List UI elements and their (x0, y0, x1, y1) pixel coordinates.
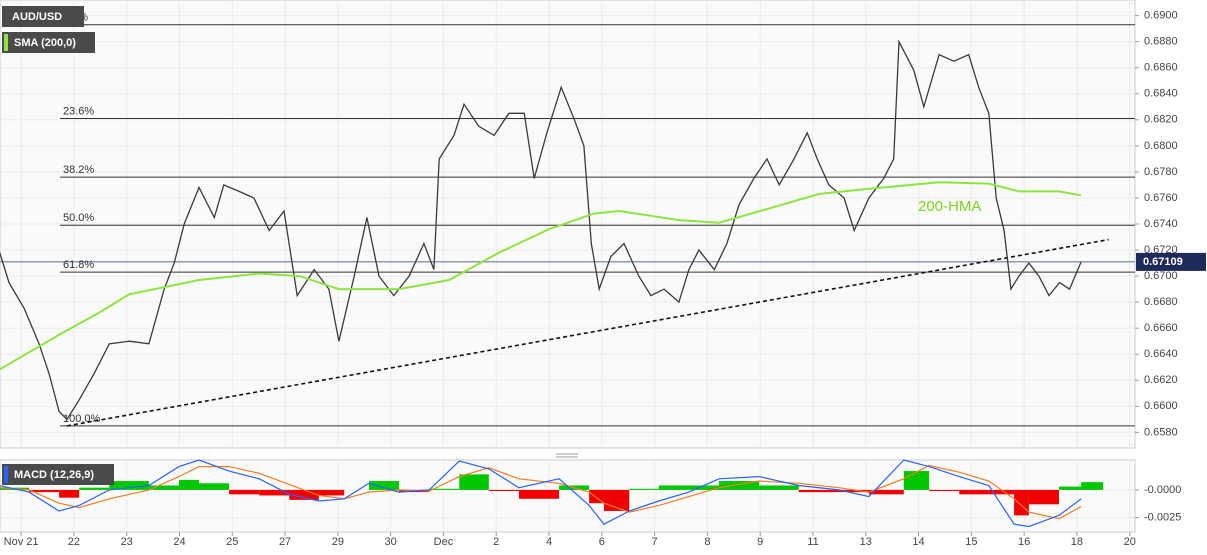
legend-swatch (4, 466, 8, 483)
y-tick-label: 0.6740 (1144, 218, 1178, 230)
fib-label: 50.0% (63, 212, 94, 224)
x-tick-label: 15 (965, 536, 977, 548)
histogram-bar (719, 481, 760, 490)
x-tick-label: 24 (173, 536, 185, 548)
y-tick-label: 0.6860 (1144, 62, 1178, 74)
x-tick-label: 4 (546, 536, 552, 548)
histogram-bar (929, 489, 960, 492)
x-tick-label: 18 (1071, 536, 1083, 548)
histogram-bar (178, 479, 200, 490)
histogram-bar (658, 485, 689, 490)
x-tick-label: 13 (860, 536, 872, 548)
x-tick-label: 8 (704, 536, 710, 548)
histogram-bar (229, 489, 260, 495)
x-tick-label: 6 (599, 536, 605, 548)
histogram-bar (289, 489, 319, 500)
legend-title: AUD/USD (12, 11, 62, 23)
x-tick-label: 27 (279, 536, 291, 548)
histogram-bar (59, 489, 80, 498)
histogram-bar (759, 485, 799, 490)
x-tick-label: 25 (226, 536, 238, 548)
histogram-bar (459, 474, 489, 490)
y-tick-label: 0.6800 (1144, 140, 1178, 152)
y-tick-label: -0.0025 (1144, 512, 1181, 524)
y-tick-label: 0.6600 (1144, 400, 1178, 412)
last-price-label: 0.67109 (1143, 256, 1183, 268)
signal-line (0, 464, 1082, 520)
x-tick-label: Nov 21 (4, 536, 39, 548)
x-tick-label: 29 (332, 536, 344, 548)
price-line (0, 39, 1082, 421)
x-tick-label: 30 (385, 536, 397, 548)
last-price-box (1136, 252, 1206, 271)
y-tick-label: 0.6620 (1144, 374, 1178, 386)
y-tick-label: 0.6780 (1144, 166, 1178, 178)
histogram-bar (429, 488, 460, 490)
y-tick-label: 0.6640 (1144, 348, 1178, 360)
macd-panel (0, 459, 1136, 533)
x-tick-label: 22 (68, 536, 80, 548)
histogram-bar (629, 488, 659, 490)
histogram-bar (29, 489, 60, 493)
y-tick-label: 0.6760 (1144, 192, 1178, 204)
legend-label: SMA (200,0) (14, 37, 76, 49)
histogram-bar (903, 471, 930, 490)
x-tick-label: 2 (493, 536, 499, 548)
x-tick-label: 14 (912, 536, 924, 548)
legend-swatch (4, 34, 8, 51)
histogram-bar (259, 489, 290, 496)
legend-box (2, 32, 95, 53)
legend-box (2, 6, 84, 27)
histogram-bar (1028, 489, 1059, 505)
histogram-bar (148, 485, 179, 490)
histogram-bar (838, 489, 869, 493)
histogram-bar (1014, 489, 1029, 516)
legend-box (2, 464, 114, 485)
macd-line (0, 459, 1082, 528)
x-tick-label: 7 (652, 536, 658, 548)
histogram-bar (1058, 486, 1082, 490)
y-tick-label: -0.0000 (1144, 484, 1181, 496)
y-tick-label: 0.6900 (1144, 10, 1178, 22)
histogram-bar (988, 489, 1015, 495)
x-tick-label: Dec (434, 536, 454, 548)
y-tick-label: 0.6840 (1144, 88, 1178, 100)
y-tick-label: 0.6820 (1144, 114, 1178, 126)
y-tick-label: 0.6660 (1144, 322, 1178, 334)
x-tick-label: 16 (1018, 536, 1030, 548)
histogram-bar (518, 489, 560, 499)
histogram-bar (109, 481, 149, 490)
y-tick-label: 0.6680 (1144, 296, 1178, 308)
histogram-bar (488, 489, 519, 492)
histogram-bar (199, 483, 230, 490)
annotation: 200-HMA (918, 198, 981, 215)
histogram-bar (369, 481, 400, 490)
x-tick-label: 23 (121, 536, 133, 548)
x-tick-label: 9 (757, 536, 763, 548)
fib-label: 23.6% (63, 105, 94, 117)
sma-line (0, 181, 1082, 371)
histogram-bar (798, 489, 839, 493)
histogram-bar (318, 489, 345, 496)
histogram-bar (959, 489, 989, 495)
legend-title: MACD (12,26,9) (14, 469, 94, 481)
histogram-bar (688, 485, 720, 490)
x-tick-label: 11 (807, 536, 818, 548)
fib-label: 38.2% (63, 164, 94, 176)
x-tick-label: 20 (1124, 536, 1136, 548)
trendline (66, 238, 1109, 427)
histogram-bar (868, 489, 904, 495)
histogram-bar (1081, 482, 1104, 490)
fib-label: 61.8% (63, 259, 94, 271)
y-tick-label: 0.6580 (1144, 426, 1178, 438)
y-tick-label: 0.6700 (1144, 270, 1178, 282)
y-tick-label: 0.6880 (1144, 36, 1178, 48)
legend: AUD/USD SMA (200,0) MACD (12,26,9) (2, 6, 114, 485)
histogram-bar (79, 487, 110, 490)
